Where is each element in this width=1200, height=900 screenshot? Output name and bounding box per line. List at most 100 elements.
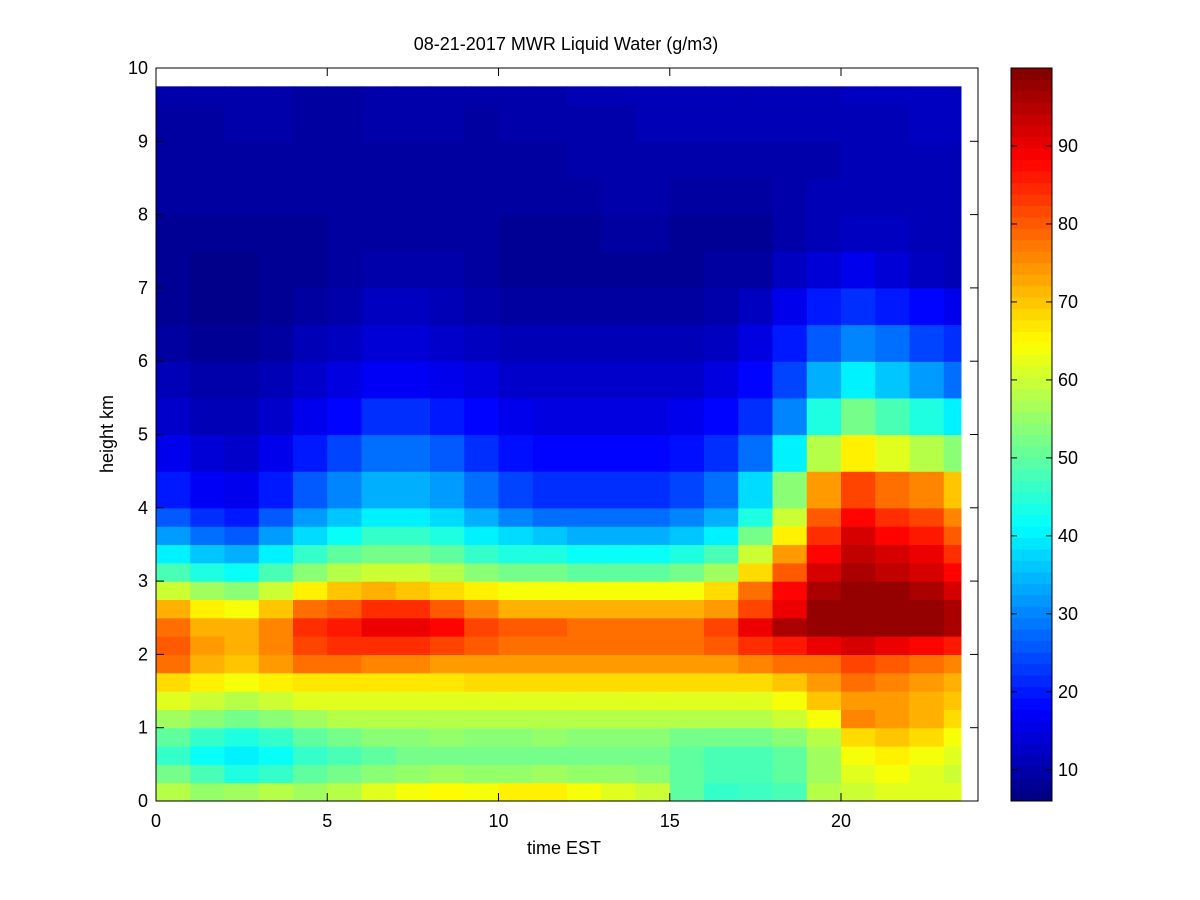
heatmap-cell bbox=[738, 177, 774, 216]
heatmap-cell bbox=[361, 727, 397, 747]
heatmap-cell bbox=[156, 599, 191, 619]
heatmap-cell bbox=[704, 434, 739, 472]
heatmap-cell bbox=[293, 654, 328, 674]
heatmap-cell bbox=[806, 581, 842, 601]
heatmap-cell bbox=[635, 177, 671, 216]
heatmap-cell bbox=[772, 434, 808, 472]
heatmap-cell bbox=[875, 526, 911, 546]
heatmap-cell bbox=[669, 636, 705, 655]
heatmap-cell bbox=[361, 361, 397, 399]
heatmap-cell bbox=[258, 617, 294, 637]
heatmap-cell bbox=[738, 361, 774, 399]
heatmap-cell bbox=[224, 471, 260, 509]
heatmap-cell bbox=[224, 214, 260, 252]
heatmap-cell bbox=[224, 544, 260, 564]
heatmap-cell bbox=[258, 764, 294, 784]
heatmap-cell bbox=[601, 214, 637, 252]
heatmap-cell bbox=[430, 507, 465, 527]
heatmap-cell bbox=[395, 86, 431, 106]
colorbar-step bbox=[1011, 90, 1052, 103]
heatmap-cell bbox=[190, 764, 226, 784]
heatmap-cell bbox=[430, 361, 465, 399]
heatmap-cell bbox=[258, 636, 294, 655]
heatmap-cell bbox=[224, 727, 260, 747]
heatmap-cell bbox=[841, 361, 876, 399]
heatmap-cell bbox=[772, 782, 808, 802]
heatmap-cell bbox=[190, 214, 226, 252]
heatmap-cell bbox=[567, 287, 602, 326]
heatmap-cell bbox=[293, 177, 328, 216]
heatmap-cell bbox=[464, 471, 500, 509]
heatmap-cell bbox=[498, 434, 534, 472]
colorbar-step bbox=[1011, 675, 1052, 687]
heatmap-cell bbox=[464, 709, 500, 729]
heatmap-cell bbox=[190, 324, 226, 362]
colorbar-step bbox=[1011, 457, 1052, 470]
heatmap-cell bbox=[909, 727, 945, 747]
heatmap-cell bbox=[909, 782, 945, 802]
heatmap-cell bbox=[635, 709, 671, 729]
heatmap-cell bbox=[532, 251, 568, 289]
heatmap-cell bbox=[293, 141, 328, 179]
heatmap-cell bbox=[841, 617, 876, 637]
heatmap-cell bbox=[156, 397, 191, 436]
heatmap-cell bbox=[601, 581, 637, 601]
heatmap-cell bbox=[875, 507, 911, 527]
heatmap-cell bbox=[464, 544, 500, 564]
heatmap-cell bbox=[841, 581, 876, 601]
colorbar-step bbox=[1011, 640, 1052, 653]
heatmap-cell bbox=[327, 562, 363, 582]
heatmap-cell bbox=[190, 672, 226, 692]
heatmap-cell bbox=[224, 599, 260, 619]
colorbar-frame bbox=[1010, 67, 1053, 802]
heatmap-cell bbox=[738, 471, 774, 509]
heatmap-cell bbox=[567, 434, 602, 472]
heatmap-cell bbox=[258, 141, 294, 179]
heatmap-cell bbox=[395, 617, 431, 637]
heatmap-cell bbox=[430, 691, 465, 710]
heatmap-cell bbox=[532, 324, 568, 362]
heatmap-cell bbox=[635, 251, 671, 289]
heatmap-cell bbox=[293, 764, 328, 784]
heatmap-cell bbox=[156, 654, 191, 674]
heatmap-cell bbox=[361, 709, 397, 729]
heatmap-cell bbox=[875, 104, 911, 142]
heatmap-cell bbox=[635, 544, 671, 564]
colorbar-step bbox=[1011, 549, 1052, 561]
heatmap-cell bbox=[772, 672, 808, 692]
heatmap-cell bbox=[841, 287, 876, 326]
heatmap-cell bbox=[327, 361, 363, 399]
heatmap-cell bbox=[772, 324, 808, 362]
heatmap-cell bbox=[601, 617, 637, 637]
heatmap-cell bbox=[806, 544, 842, 564]
heatmap-cell bbox=[806, 599, 842, 619]
heatmap-cell bbox=[258, 471, 294, 509]
heatmap-cell bbox=[258, 672, 294, 692]
heatmap-cell bbox=[909, 526, 945, 546]
heatmap-cell bbox=[327, 654, 363, 674]
heatmap-cell bbox=[738, 214, 774, 252]
heatmap-cell bbox=[224, 617, 260, 637]
y-axis: 0 1 2 3 4 5 6 7 8 9 10 bbox=[128, 58, 978, 811]
heatmap-cell bbox=[190, 434, 226, 472]
heatmap-cell bbox=[669, 599, 705, 619]
heatmap-cell bbox=[601, 104, 637, 142]
x-tick-label: 0 bbox=[151, 811, 161, 831]
colorbar-step bbox=[1011, 789, 1052, 802]
heatmap-cell bbox=[943, 581, 962, 601]
heatmap-cell bbox=[704, 526, 739, 546]
heatmap-cell bbox=[601, 434, 637, 472]
heatmap-cell bbox=[806, 562, 842, 582]
heatmap-cell bbox=[532, 581, 568, 601]
heatmap-cell bbox=[567, 709, 602, 729]
heatmap-cell bbox=[464, 507, 500, 527]
heatmap-cell bbox=[943, 691, 962, 710]
heatmap-cell bbox=[532, 599, 568, 619]
heatmap-cell bbox=[293, 709, 328, 729]
heatmap-cell bbox=[327, 526, 363, 546]
heatmap-cell bbox=[635, 746, 671, 765]
heatmap-cell bbox=[567, 324, 602, 362]
heatmap-cell bbox=[464, 636, 500, 655]
heatmap-cell bbox=[464, 672, 500, 692]
heatmap-cell bbox=[498, 104, 534, 142]
